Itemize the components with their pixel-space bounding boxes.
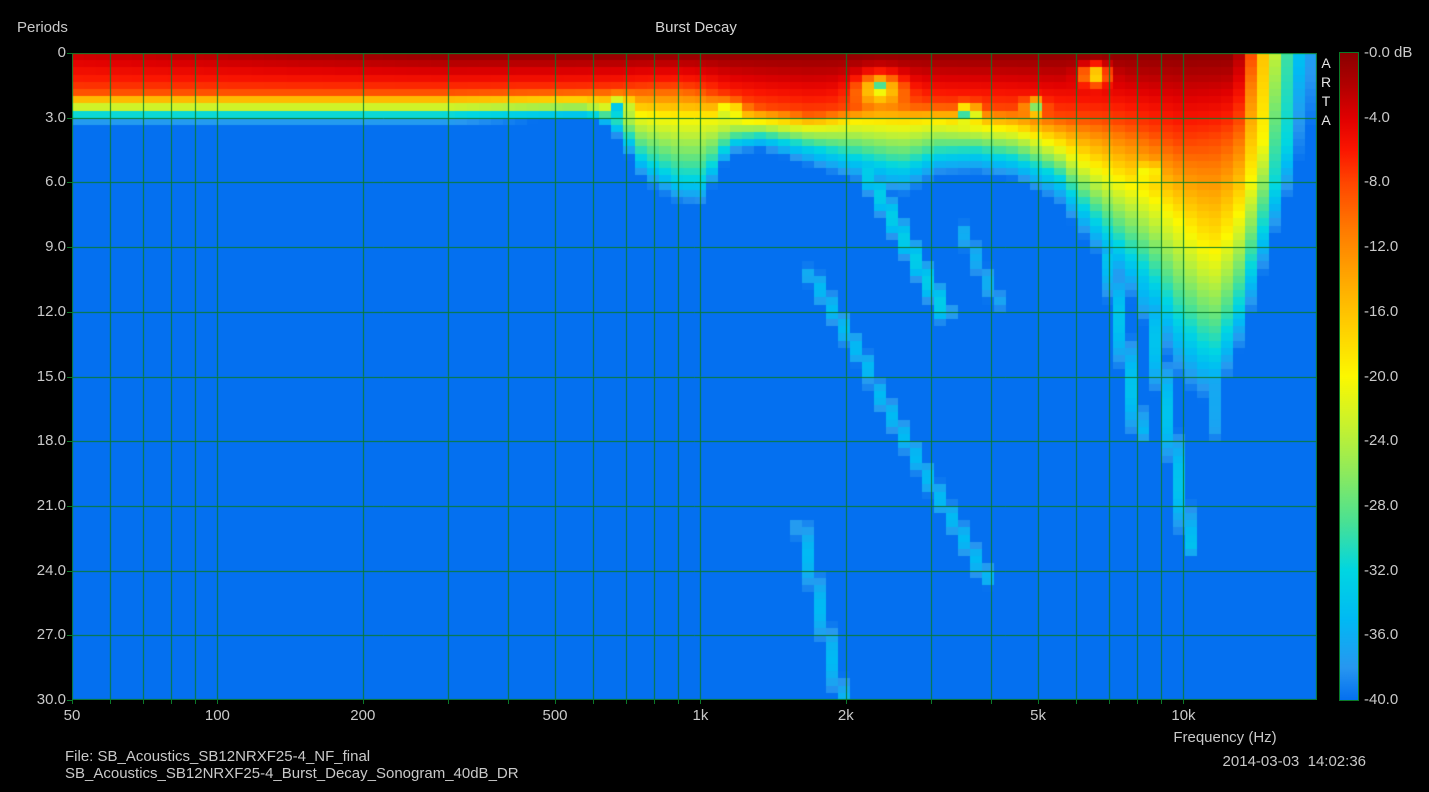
- y-tick-mark: [67, 312, 72, 313]
- y-tick-mark: [67, 506, 72, 507]
- x-tick-mark: [72, 700, 73, 704]
- x-tick-mark: [593, 700, 594, 704]
- y-tick-label: 24.0: [36, 561, 66, 579]
- colorbar-tick-label: -40.0: [1364, 691, 1399, 708]
- timestamp: 2014-03-03 14:02:36: [1222, 753, 1366, 770]
- x-tick-mark: [678, 700, 679, 704]
- x-tick-label: 1k: [692, 707, 709, 724]
- y-tick-label: 9.0: [45, 238, 66, 256]
- y-tick-mark: [67, 571, 72, 572]
- x-tick-mark: [1109, 700, 1110, 704]
- x-tick-label: 2k: [837, 707, 854, 724]
- x-tick-mark: [508, 700, 509, 704]
- x-tick-mark: [448, 700, 449, 704]
- x-tick-label: 200: [350, 707, 376, 724]
- colorbar-tick-label: -0.0 dB: [1364, 44, 1413, 61]
- x-tick-label: 500: [542, 707, 568, 724]
- arta-logo-letter: A: [1321, 112, 1331, 128]
- x-tick-label: 10k: [1171, 707, 1196, 724]
- x-tick-mark: [931, 700, 932, 704]
- colorbar-tick-label: -8.0: [1364, 173, 1390, 191]
- y-tick-mark: [67, 247, 72, 248]
- x-axis-title: Frequency (Hz): [1173, 729, 1277, 746]
- y-tick-label: 18.0: [36, 432, 66, 450]
- x-tick-mark: [171, 700, 172, 704]
- x-tick-mark: [1076, 700, 1077, 704]
- y-tick-label: 30.0: [36, 691, 66, 708]
- y-tick-label: 0: [57, 44, 66, 61]
- y-tick-mark: [67, 635, 72, 636]
- colorbar-tick-label: -12.0: [1364, 238, 1399, 256]
- x-tick-mark: [654, 700, 655, 704]
- measurement-name-line: SB_Acoustics_SB12NRXF25-4_Burst_Decay_So…: [65, 765, 519, 782]
- colorbar-tick-label: -36.0: [1364, 626, 1399, 644]
- x-tick-mark: [195, 700, 196, 704]
- colorbar-tick-label: -20.0: [1364, 367, 1399, 385]
- y-tick-mark: [67, 700, 72, 701]
- x-tick-mark: [217, 700, 218, 704]
- y-tick-mark: [67, 182, 72, 183]
- y-axis-title: Periods: [17, 19, 68, 36]
- colorbar-tick-label: -32.0: [1364, 561, 1399, 579]
- y-tick-label: 6.0: [45, 173, 66, 191]
- x-tick-mark: [700, 700, 701, 704]
- x-tick-mark: [1183, 700, 1184, 704]
- x-tick-label: 50: [63, 707, 81, 724]
- file-info-line: File: SB_Acoustics_SB12NRXF25-4_NF_final: [65, 748, 371, 765]
- x-tick-mark: [143, 700, 144, 704]
- y-tick-label: 21.0: [36, 496, 66, 514]
- y-tick-mark: [67, 377, 72, 378]
- page-title: Burst Decay: [655, 19, 737, 36]
- y-tick-mark: [67, 118, 72, 119]
- sonogram-heatmap: [72, 53, 1317, 700]
- arta-logo-letter: T: [1321, 93, 1331, 109]
- y-tick-label: 12.0: [36, 302, 66, 320]
- x-tick-mark: [846, 700, 847, 704]
- arta-logo-letter: A: [1321, 55, 1331, 71]
- x-tick-mark: [1161, 700, 1162, 704]
- x-tick-mark: [363, 700, 364, 704]
- x-tick-mark: [110, 700, 111, 704]
- y-tick-label: 15.0: [36, 367, 66, 385]
- colorbar-tick-label: -28.0: [1364, 496, 1399, 514]
- x-tick-mark: [1137, 700, 1138, 704]
- colorbar-tick-label: -24.0: [1364, 432, 1399, 450]
- colorbar: [1339, 52, 1359, 701]
- colorbar-tick-label: -16.0: [1364, 302, 1399, 320]
- arta-logo-letter: R: [1320, 74, 1332, 90]
- x-tick-mark: [991, 700, 992, 704]
- x-tick-mark: [1038, 700, 1039, 704]
- colorbar-tick-label: -4.0: [1364, 108, 1390, 126]
- y-tick-mark: [67, 53, 72, 54]
- x-tick-label: 100: [204, 707, 230, 724]
- x-tick-mark: [555, 700, 556, 704]
- y-tick-label: 27.0: [36, 626, 66, 644]
- x-tick-mark: [626, 700, 627, 704]
- y-tick-label: 3.0: [45, 108, 66, 126]
- x-tick-label: 5k: [1030, 707, 1046, 724]
- y-tick-mark: [67, 441, 72, 442]
